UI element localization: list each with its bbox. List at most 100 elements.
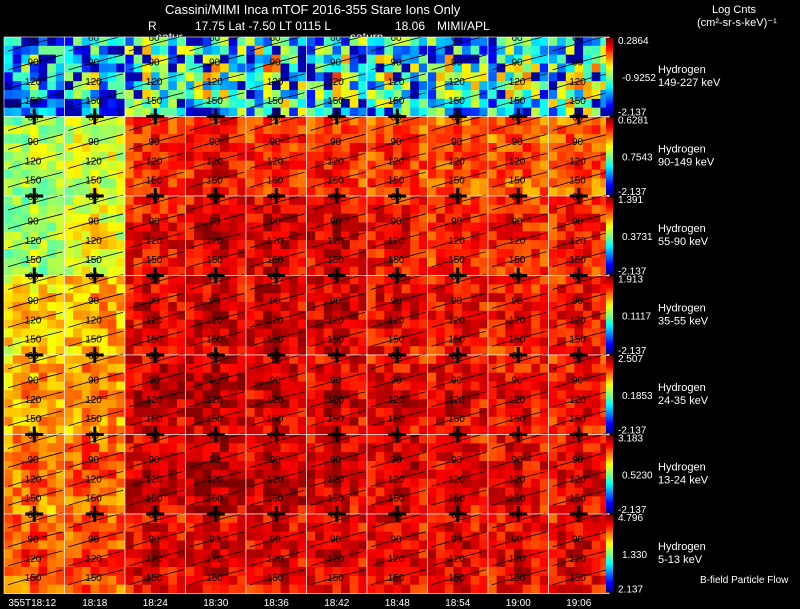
contour-label: 120 — [327, 554, 344, 565]
contour-label: 120 — [388, 236, 405, 247]
contour-label: 90 — [148, 296, 160, 307]
contour-label: 90 — [148, 375, 160, 386]
contour-label: 120 — [448, 395, 465, 406]
colorbar-max: 2.507 — [618, 354, 643, 365]
contour-label: 120 — [267, 77, 284, 88]
contour-label: 150 — [569, 176, 586, 187]
header-source: MIMI/APL — [437, 19, 490, 33]
contour-label: 120 — [327, 315, 344, 326]
contour-label: 90 — [572, 534, 584, 545]
contour-label: 90 — [572, 375, 584, 386]
contour-label: 90 — [451, 375, 463, 386]
contour-label: 90 — [330, 137, 342, 148]
contour-label: 90 — [209, 216, 221, 227]
colorbar-min: 2.137 — [618, 585, 643, 596]
contour-label: 150 — [388, 255, 405, 266]
contour-label: 150 — [206, 176, 223, 187]
contour-label: 120 — [388, 77, 405, 88]
contour-label: 90 — [511, 137, 523, 148]
contour-label: 150 — [569, 573, 586, 584]
contour-label: 150 — [85, 494, 102, 505]
contour-label: 90 — [148, 455, 160, 466]
contour-label: 90 — [148, 216, 160, 227]
contour-label: 90 — [572, 216, 584, 227]
contour-label: 90 — [27, 57, 39, 68]
contour-label: 150 — [146, 573, 163, 584]
colorbar-max: 3.183 — [618, 434, 643, 445]
time-label: 18:36 — [264, 598, 289, 609]
contour-label: 120 — [327, 395, 344, 406]
time-label: 19:00 — [506, 598, 531, 609]
contour-label: 90 — [88, 216, 100, 227]
units-title: Log Cnts — [712, 4, 757, 16]
colorbar — [606, 38, 613, 116]
contour-label: 60 — [572, 33, 584, 44]
contour-label: 150 — [267, 573, 284, 584]
contour-label: 120 — [25, 474, 42, 485]
contour-label: 120 — [85, 474, 102, 485]
contour-label: 150 — [569, 96, 586, 107]
contour-label: 150 — [388, 494, 405, 505]
colorbar-min: -2.137 — [618, 187, 647, 198]
colorbar-min: -2.137 — [618, 267, 647, 278]
contour-label: 90 — [269, 534, 281, 545]
colorbar-mid: 0.7543 — [622, 152, 653, 163]
contour-label: 90 — [330, 455, 342, 466]
contour-label: 120 — [448, 474, 465, 485]
contour-label: 150 — [146, 494, 163, 505]
contour-label: 120 — [388, 474, 405, 485]
contour-label: 150 — [448, 494, 465, 505]
contour-label: 120 — [569, 474, 586, 485]
contour-label: 150 — [388, 573, 405, 584]
contour-label: 120 — [569, 156, 586, 167]
contour-label: 90 — [572, 57, 584, 68]
contour-label: 120 — [25, 77, 42, 88]
panel-r0-c8: 60 90 120 150 — [487, 33, 549, 117]
contour-label: 120 — [206, 395, 223, 406]
species-label: Hydrogen — [658, 382, 706, 394]
contour-label: 90 — [88, 57, 100, 68]
contour-label: 90 — [148, 137, 160, 148]
energy-label: 35-55 keV — [658, 315, 709, 327]
contour-label: 120 — [569, 554, 586, 565]
panel-r0-c4: 60 90 120 150 — [245, 33, 307, 117]
contour-label: 150 — [25, 414, 42, 425]
contour-label: 90 — [572, 455, 584, 466]
contour-label: 90 — [209, 57, 221, 68]
time-label: 18:30 — [203, 598, 228, 609]
contour-label: 120 — [388, 554, 405, 565]
energy-label: 13-24 keV — [658, 474, 709, 486]
contour-label: 90 — [269, 375, 281, 386]
contour-label: 120 — [569, 395, 586, 406]
contour-label: 120 — [85, 236, 102, 247]
contour-label: 90 — [27, 137, 39, 148]
contour-label: 120 — [85, 156, 102, 167]
contour-label: 90 — [88, 296, 100, 307]
time-label: 18:24 — [143, 598, 168, 609]
contour-label: 120 — [327, 474, 344, 485]
contour-label: 120 — [146, 395, 163, 406]
colorbar-mid: 0.1117 — [622, 311, 652, 322]
contour-label: 120 — [206, 315, 223, 326]
contour-label: 150 — [448, 573, 465, 584]
colorbar-mid: 0.1853 — [622, 391, 653, 402]
colorbar-mid: -0.9252 — [622, 73, 656, 84]
contour-label: 90 — [390, 455, 402, 466]
contour-label: 90 — [148, 57, 160, 68]
contour-label: 150 — [85, 255, 102, 266]
colorbar — [606, 276, 613, 354]
